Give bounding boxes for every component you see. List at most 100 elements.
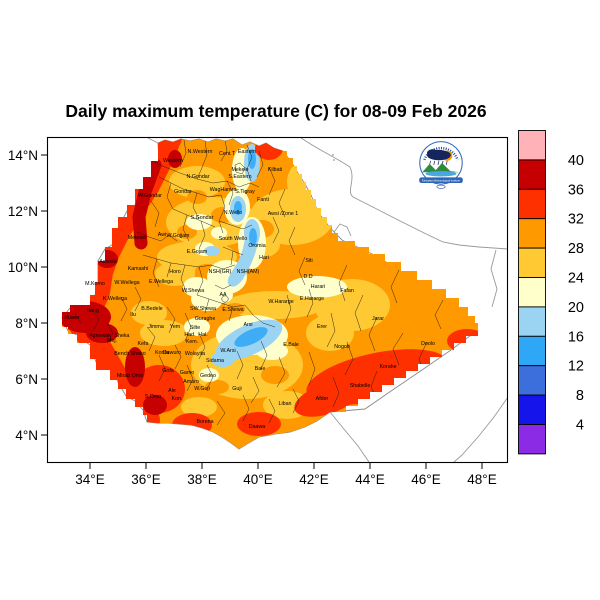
- region-label: Sidama: [206, 358, 224, 364]
- region-label: Nuwer: [64, 315, 80, 321]
- y-tick-label: 12°N: [8, 204, 38, 219]
- region-label: D.D: [303, 274, 312, 280]
- colorbar-cell: [518, 159, 546, 190]
- region-label: K.Wellega: [103, 296, 127, 302]
- x-tick-label: 42°E: [299, 472, 328, 487]
- region-label: W.Arsi: [220, 348, 235, 354]
- x-tick-label: 38°E: [187, 472, 216, 487]
- colorbar-cell: [518, 247, 546, 278]
- y-tick-label: 4°N: [15, 428, 38, 443]
- region-label: Kon.: [172, 396, 183, 402]
- region-label: Had.: [184, 332, 195, 338]
- agency-logo: Ethiopian Meteorological Institute: [419, 141, 463, 189]
- region-label: Kilbati: [268, 167, 282, 173]
- colorbar-cell: [518, 277, 546, 308]
- region-label: N.Wello: [224, 210, 243, 216]
- colorbar-cell: [518, 188, 546, 220]
- region-label: N.Gondar: [187, 174, 210, 180]
- region-label: NSH(GR): [209, 269, 232, 275]
- region-label: Doolo: [421, 341, 435, 347]
- region-label: Wolayita: [185, 351, 205, 357]
- x-tick-label: 44°E: [355, 472, 384, 487]
- region-label: Daawa: [249, 424, 266, 430]
- region-label: W.Guji: [194, 386, 210, 392]
- colorbar-cell: [518, 218, 546, 249]
- region-label: S.Omo: [145, 394, 162, 400]
- region-label: Shabelle: [350, 383, 371, 389]
- x-tick-label: 34°E: [75, 472, 104, 487]
- y-tick-label: 14°N: [8, 148, 38, 163]
- logo-banner: [419, 177, 463, 184]
- colorbar-cell: [518, 335, 546, 367]
- region-label: M.Komo: [85, 281, 105, 287]
- colorbar-label: 28: [568, 241, 584, 257]
- colorbar-label: 4: [576, 418, 584, 434]
- region-label: S.Gondar: [191, 215, 214, 221]
- region-label: N.Western: [188, 149, 213, 155]
- colorbar-label: 32: [568, 212, 584, 228]
- region-label: Nogob: [334, 344, 350, 350]
- region-label: Siti: [305, 258, 312, 264]
- region-label: Gedeo: [200, 373, 216, 379]
- region-label: Cent.T: [219, 151, 236, 157]
- colorbar-cell: [518, 424, 546, 455]
- region-label: Kefa: [138, 341, 149, 347]
- legend-colorbar: 40 36 32 28 24 20 16 12 8 4: [518, 130, 584, 455]
- region-label: Yem: [170, 324, 181, 330]
- region-label: Mirab Omo: [117, 373, 143, 379]
- region-label: Guraghe: [195, 316, 216, 322]
- region-label: Hal.: [198, 332, 207, 338]
- colorbar-cell: [518, 130, 546, 161]
- region-label: Borena: [196, 419, 213, 425]
- region-label: Harari: [311, 284, 325, 290]
- x-tick-label: 40°E: [243, 472, 272, 487]
- colorbar-label: 40: [568, 153, 584, 169]
- region-label: Liban: [279, 401, 292, 407]
- x-tick-label: 36°E: [131, 472, 160, 487]
- region-label: W.Hararge: [268, 299, 293, 305]
- y-tick-label: 6°N: [15, 372, 38, 387]
- region-label: Bale: [255, 366, 266, 372]
- region-label: Gondar: [174, 189, 192, 195]
- logo-arc-text: [423, 146, 459, 161]
- region-label: Afder: [316, 396, 329, 402]
- region-label: Hari: [259, 255, 269, 261]
- region-label: Jarar: [372, 316, 384, 322]
- region-label: Ilu: [130, 312, 136, 318]
- region-label: Gofa: [162, 368, 174, 374]
- region-label: Konta: [155, 350, 169, 356]
- region-label: Amaro: [183, 379, 199, 385]
- region-label: AA: [219, 292, 227, 298]
- region-label: Silte: [190, 325, 200, 331]
- logo-water-icon: [425, 171, 457, 177]
- region-label: E.Gojam: [187, 249, 208, 255]
- region-label: W.Gondar: [138, 193, 162, 199]
- region-label: Kem.: [186, 339, 198, 345]
- chart-title: Daily maximum temperature (C) for 08-09 …: [65, 101, 487, 121]
- region-label: W.Wellega: [114, 280, 139, 286]
- x-tick-label: 48°E: [467, 472, 496, 487]
- region-label: B.Bedele: [141, 306, 163, 312]
- region-label: WagHamra: [210, 187, 237, 193]
- region-label: W.Shewa: [182, 288, 204, 294]
- region-label: Eastern: [238, 149, 256, 155]
- region-label: Jimma: [148, 324, 164, 330]
- region-label: Fafan: [340, 288, 354, 294]
- region-label: Erer: [317, 324, 327, 330]
- region-label: W.Gojjam: [167, 233, 191, 239]
- region-label: Awsi /Zone 1: [268, 211, 299, 217]
- region-label: SW.Shewa: [190, 306, 216, 312]
- region-label: Gamo: [180, 370, 194, 376]
- colorbar-label: 20: [568, 300, 584, 316]
- region-label: S.Eastern: [228, 174, 251, 180]
- logo-banner-text: Ethiopian Meteorological Institute: [422, 178, 461, 182]
- region-label: E.Wellega: [149, 279, 173, 285]
- y-tick-label: 8°N: [15, 316, 38, 331]
- region-label: Itang: [87, 308, 99, 314]
- colorbar-cell: [518, 394, 546, 425]
- region-label: Horo: [169, 269, 181, 275]
- colorbar-cell: [518, 306, 546, 337]
- x-tick-label: 46°E: [411, 472, 440, 487]
- y-tick-label: 10°N: [8, 260, 38, 275]
